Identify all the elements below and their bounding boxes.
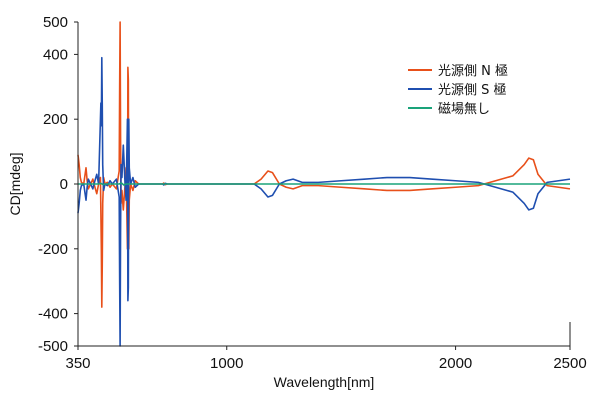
legend-label-1: 光源側 N 極	[438, 63, 508, 79]
x-tick-label: 2500	[553, 355, 586, 372]
series-layer	[77, 21, 571, 347]
y-tick-label: 400	[43, 46, 68, 63]
y-tick-label: -500	[38, 338, 68, 355]
legend-label-2: 光源側 S 極	[438, 82, 507, 98]
series-line-3	[78, 182, 570, 186]
x-tick-label: 2000	[439, 355, 472, 372]
y-tick-label: -200	[38, 241, 68, 258]
y-tick-label: 0	[60, 176, 68, 193]
series-line-2	[77, 56, 571, 347]
x-axis-title: Wavelength[nm]	[274, 374, 375, 390]
x-tick-label: 350	[65, 355, 90, 372]
y-tick-label: 200	[43, 111, 68, 128]
y-axis-title: CD[mdeg]	[7, 152, 23, 215]
x-tick-label: 1000	[210, 355, 243, 372]
y-tick-label: 500	[43, 14, 68, 31]
legend-label-3: 磁場無し	[438, 102, 490, 117]
y-tick-label: -400	[38, 306, 68, 323]
